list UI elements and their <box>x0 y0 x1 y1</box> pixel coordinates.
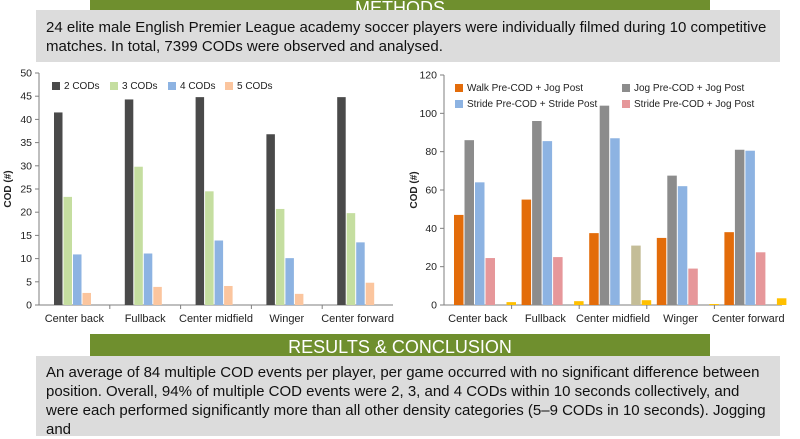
chart2-x-tick-label: Center midfield <box>576 313 650 325</box>
chart1-y-tick-label: 35 <box>20 137 32 149</box>
chart1-bar <box>143 253 153 305</box>
chart2-bar <box>677 186 688 305</box>
chart2-y-tick-label: 40 <box>425 223 437 235</box>
chart1-bar <box>63 196 72 305</box>
chart1-x-tick-label: Fullback <box>125 313 166 325</box>
chart1-y-tick-label: 10 <box>20 253 32 265</box>
chart1-y-tick-label: 5 <box>26 276 32 288</box>
chart2-legend-swatch <box>455 100 463 108</box>
chart2-bar <box>542 141 553 305</box>
chart1-bar <box>205 191 214 305</box>
chart1-x-tick-label: Center midfield <box>179 313 253 325</box>
chart1-bar <box>275 208 285 305</box>
chart1-y-tick-label: 0 <box>26 300 32 312</box>
chart2-x-tick-label: Center forward <box>712 313 785 325</box>
chart1-x-tick-label: Center back <box>45 313 105 325</box>
chart2-y-axis-label: COD (#) <box>409 171 420 208</box>
chart1-bar <box>214 240 224 305</box>
chart2-bar <box>599 105 610 305</box>
chart2-y-tick-label: 100 <box>419 108 437 120</box>
chart1-y-tick-label: 25 <box>20 184 32 196</box>
chart2-legend-label: Jog Pre-COD + Jog Post <box>634 83 745 94</box>
chart1-legend-label: 4 CODs <box>180 81 216 92</box>
chart1-bar <box>82 292 91 305</box>
chart1-bar <box>365 282 375 305</box>
chart2-bar <box>589 233 599 305</box>
chart1-legend-label: 3 CODs <box>122 81 158 92</box>
chart1-bar <box>294 293 304 305</box>
chart1-y-tick-label: 30 <box>20 160 32 172</box>
chart2-legend-label: Walk Pre-COD + Jog Post <box>467 83 583 94</box>
chart2-bar <box>506 302 516 305</box>
chart2-legend-swatch <box>622 100 630 108</box>
chart2-bar <box>454 214 464 305</box>
chart1-x-tick-label: Center forward <box>321 313 394 325</box>
chart1-legend-swatch <box>168 82 176 90</box>
chart1-y-axis-label: COD (#) <box>3 170 14 207</box>
chart2-bar <box>532 121 542 305</box>
results-heading: RESULTS & CONCLUSION <box>90 334 710 360</box>
chart2-bar <box>485 258 495 305</box>
chart2-bar <box>734 149 745 305</box>
chart1-bar <box>73 254 82 305</box>
chart2-bar <box>667 175 677 305</box>
chart1-legend-label: 2 CODs <box>64 81 100 92</box>
chart2-bar <box>688 268 698 305</box>
chart2-bar <box>755 252 766 305</box>
cod-speed-chart: 0 20 40 60 80 100 120 COD (#) Center back Fullbac… <box>409 70 787 325</box>
chart1-bar <box>346 213 356 305</box>
chart1-y-tick-label: 20 <box>20 207 32 219</box>
chart2-legend-label: Stride Pre-COD + Stride Post <box>467 99 598 110</box>
chart1-bar <box>266 134 275 305</box>
chart2-bar <box>464 140 474 305</box>
chart1-legend-label: 5 CODs <box>237 81 273 92</box>
chart2-legend-swatch <box>622 84 630 92</box>
chart1-legend-swatch <box>110 82 118 90</box>
results-text: An average of 84 multiple COD events per… <box>36 356 780 438</box>
methods-text: 24 elite male English Premier League aca… <box>36 10 780 62</box>
chart2-bar <box>724 232 734 305</box>
chart1-bar <box>224 285 233 305</box>
chart1-bar <box>134 166 143 305</box>
chart1-y-tick-label: 15 <box>20 230 32 242</box>
chart2-bar <box>553 257 563 305</box>
chart2-bar <box>776 298 787 305</box>
chart1-y-tick-label: 50 <box>20 68 32 80</box>
chart1-x-tick-label: Winger <box>269 313 304 325</box>
chart2-bar <box>631 245 641 305</box>
chart1-y-tick-label: 45 <box>20 91 32 103</box>
chart2-legend-swatch <box>455 84 463 92</box>
chart2-bar <box>521 199 532 305</box>
chart1-bar <box>195 97 205 306</box>
chart2-legend-label: Stride Pre-COD + Jog Post <box>634 99 755 110</box>
chart1-bar <box>153 286 162 305</box>
chart1-legend-swatch <box>52 82 60 90</box>
chart2-y-tick-label: 20 <box>425 261 437 273</box>
chart1-bar <box>337 97 346 306</box>
chart2-x-tick-label: Fullback <box>525 313 566 325</box>
chart2-bar <box>656 237 667 305</box>
chart2-bar <box>475 182 485 305</box>
chart1-y-tick-label: 40 <box>20 114 32 126</box>
chart2-bar <box>745 150 755 305</box>
chart1-bar <box>285 258 294 305</box>
chart1-bar <box>124 99 134 305</box>
chart2-bar <box>610 138 620 305</box>
chart2-y-tick-label: 120 <box>419 70 437 82</box>
chart2-bar <box>574 301 584 305</box>
chart1-bar <box>356 242 365 305</box>
cod-density-chart: 0 5 10 15 20 25 30 35 40 45 50 COD (#) Center back Fu… <box>3 68 394 326</box>
chart2-x-tick-label: Winger <box>663 313 698 325</box>
chart2-bar <box>641 300 652 305</box>
chart1-bar <box>54 112 63 305</box>
chart2-y-tick-label: 80 <box>425 146 437 158</box>
chart1-legend-swatch <box>225 82 233 90</box>
chart2-y-tick-label: 60 <box>425 185 437 197</box>
chart2-y-tick-label: 0 <box>431 300 437 312</box>
chart2-bar <box>709 304 719 305</box>
chart2-x-tick-label: Center back <box>448 313 508 325</box>
